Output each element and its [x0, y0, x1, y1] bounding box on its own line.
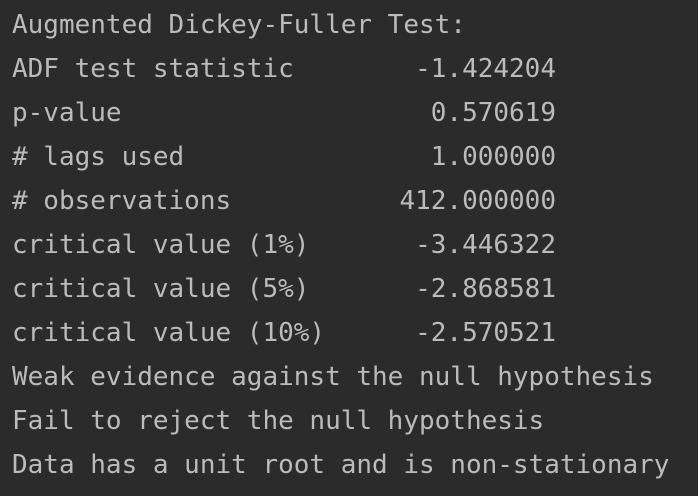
stat-row-lags-used: # lags used 1.000000	[12, 135, 698, 179]
conclusion-line: Fail to reject the null hypothesis	[12, 406, 545, 436]
conclusion-line: Weak evidence against the null hypothesi…	[12, 362, 654, 392]
stat-value: 1.000000	[430, 142, 556, 172]
stat-row-critical-5: critical value (5%) -2.868581	[12, 267, 698, 311]
stat-row-observations: # observations 412.000000	[12, 179, 698, 223]
conclusion-line: Data has a unit root and is non-stationa…	[12, 450, 670, 480]
output-header: Augmented Dickey-Fuller Test:	[12, 10, 466, 40]
stat-row-adf-statistic: ADF test statistic -1.424204	[12, 47, 698, 91]
stat-label: # lags used	[12, 142, 185, 172]
stat-label: # observations	[12, 186, 232, 216]
stat-label: critical value (1%)	[12, 230, 310, 260]
stat-value: 412.000000	[399, 186, 556, 216]
stat-label: critical value (10%)	[12, 318, 326, 348]
stat-value: -2.868581	[415, 274, 556, 304]
stat-row-critical-10: critical value (10%) -2.570521	[12, 311, 698, 355]
stat-row-critical-1: critical value (1%) -3.446322	[12, 223, 698, 267]
stat-value: 0.570619	[430, 98, 556, 128]
stat-value: -1.424204	[415, 54, 556, 84]
stat-label: p-value	[12, 98, 122, 128]
stat-value: -3.446322	[415, 230, 556, 260]
stat-label: critical value (5%)	[12, 274, 310, 304]
stat-row-p-value: p-value 0.570619	[12, 91, 698, 135]
stat-value: -2.570521	[415, 318, 556, 348]
stat-label: ADF test statistic	[12, 54, 294, 84]
